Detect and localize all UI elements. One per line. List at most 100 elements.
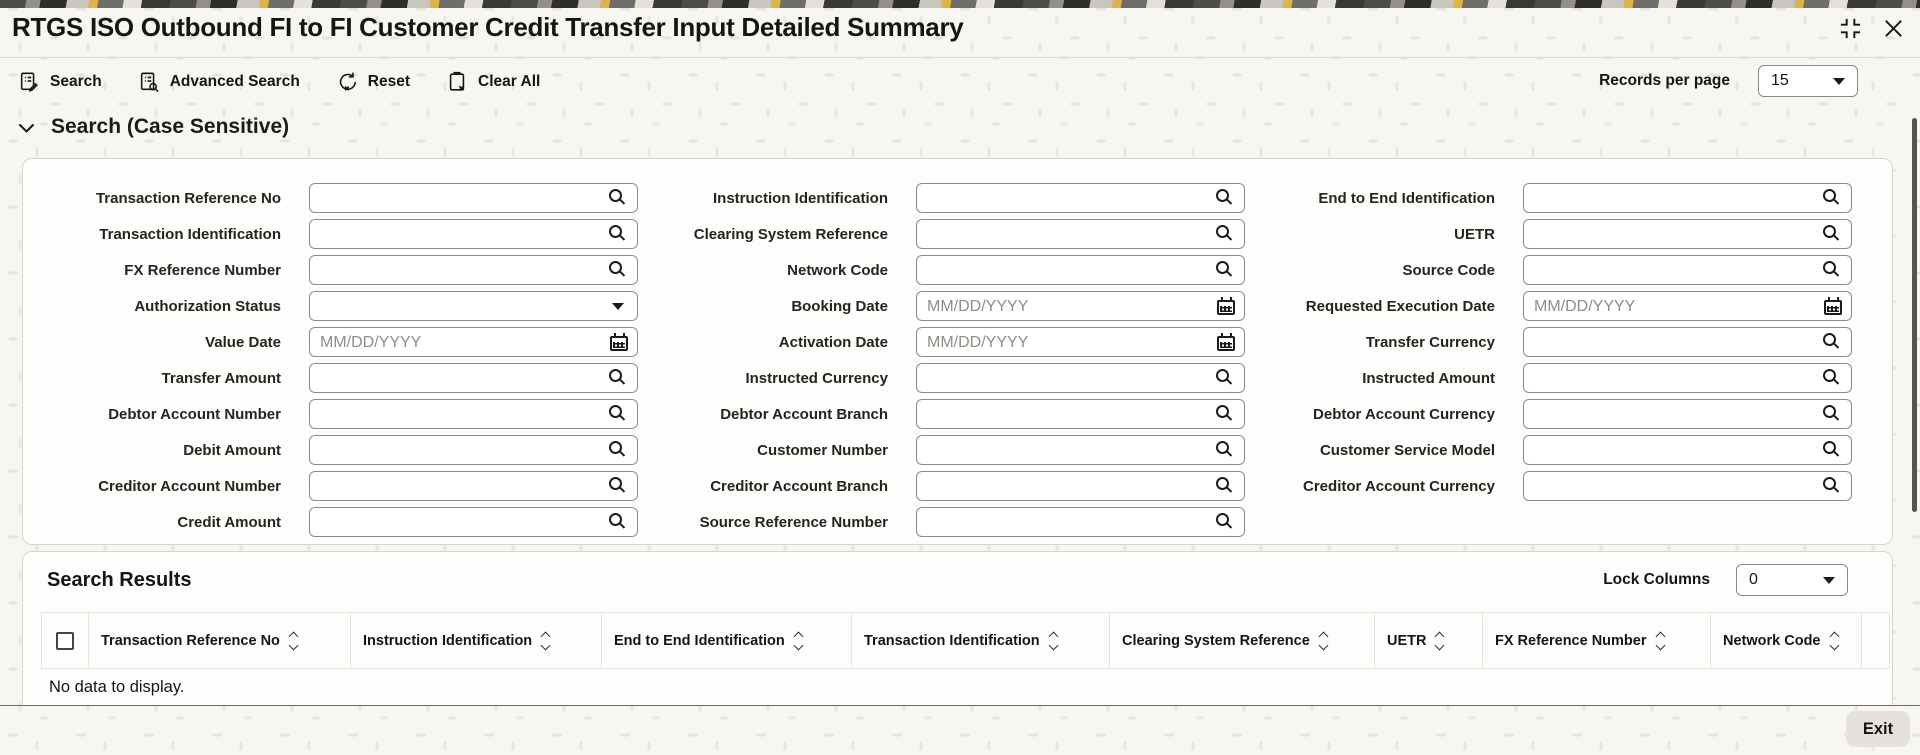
column-header-transaction-reference-no[interactable]: Transaction Reference No [89,613,351,668]
sort-icon[interactable] [1435,631,1445,650]
search-icon[interactable] [1216,225,1229,238]
sort-icon[interactable] [1655,631,1665,650]
booking-date-field[interactable] [916,291,1245,321]
activation-date-input[interactable] [917,328,1244,356]
reset-button[interactable]: Reset [336,71,410,93]
search-icon[interactable] [1216,189,1229,202]
search-icon[interactable] [1823,441,1836,454]
sort-icon[interactable] [1829,631,1839,650]
search-icon[interactable] [609,441,622,454]
search-icon[interactable] [609,405,622,418]
debtor-account-currency-input[interactable] [1524,400,1851,428]
close-icon[interactable] [1882,17,1905,40]
search-icon[interactable] [1823,261,1836,274]
transfer-amount-input[interactable] [310,364,637,392]
instruction-identification-field[interactable] [916,183,1245,213]
column-header-instruction-identification[interactable]: Instruction Identification [351,613,602,668]
value-date-field[interactable] [309,327,638,357]
customer-service-model-input[interactable] [1524,436,1851,464]
creditor-account-number-input[interactable] [310,472,637,500]
search-icon[interactable] [609,225,622,238]
end-to-end-identification-field[interactable] [1523,183,1852,213]
booking-date-input[interactable] [917,292,1244,320]
credit-amount-input[interactable] [310,508,637,536]
fx-reference-number-field[interactable] [309,255,638,285]
select-all-checkbox[interactable] [56,631,74,650]
search-icon[interactable] [1216,261,1229,274]
vertical-scrollbar[interactable] [1912,118,1917,512]
collapse-chevron-icon[interactable] [18,120,35,134]
column-header-network-code[interactable]: Network Code [1711,613,1862,668]
debtor-account-number-input[interactable] [310,400,637,428]
end-to-end-identification-input[interactable] [1524,184,1851,212]
search-icon[interactable] [1823,189,1836,202]
activation-date-field[interactable] [916,327,1245,357]
source-reference-number-input[interactable] [917,508,1244,536]
network-code-field[interactable] [916,255,1245,285]
network-code-input[interactable] [917,256,1244,284]
clear-all-button[interactable]: Clear All [446,71,540,93]
column-header-uetr[interactable]: UETR [1375,613,1483,668]
debit-amount-field[interactable] [309,435,638,465]
column-header-end-to-end-identification[interactable]: End to End Identification [602,613,852,668]
expand-icon[interactable] [1839,17,1862,40]
debtor-account-currency-field[interactable] [1523,399,1852,429]
lock-columns-select[interactable]: 0 [1736,564,1848,596]
search-icon[interactable] [1823,477,1836,490]
clearing-system-reference-field[interactable] [916,219,1245,249]
calendar-icon[interactable] [1217,333,1235,351]
debit-amount-input[interactable] [310,436,637,464]
transaction-identification-input[interactable] [310,220,637,248]
sort-icon[interactable] [793,631,804,650]
calendar-icon[interactable] [1217,297,1235,315]
transfer-amount-field[interactable] [309,363,638,393]
sort-icon[interactable] [540,631,551,650]
exit-button[interactable]: Exit [1846,711,1910,747]
source-code-input[interactable] [1524,256,1851,284]
transfer-currency-field[interactable] [1523,327,1852,357]
customer-service-model-field[interactable] [1523,435,1852,465]
calendar-icon[interactable] [1824,297,1842,315]
instruction-identification-input[interactable] [917,184,1244,212]
fx-reference-number-input[interactable] [310,256,637,284]
requested-execution-date-input[interactable] [1524,292,1851,320]
search-icon[interactable] [609,513,622,526]
search-icon[interactable] [1216,441,1229,454]
clearing-system-reference-input[interactable] [917,220,1244,248]
debtor-account-branch-field[interactable] [916,399,1245,429]
uetr-input[interactable] [1524,220,1851,248]
advanced-search-button[interactable]: Advanced Search [138,71,300,93]
customer-number-input[interactable] [917,436,1244,464]
instructed-currency-input[interactable] [917,364,1244,392]
value-date-input[interactable] [310,328,637,356]
requested-execution-date-field[interactable] [1523,291,1852,321]
creditor-account-branch-input[interactable] [917,472,1244,500]
search-icon[interactable] [1823,405,1836,418]
search-icon[interactable] [1823,369,1836,382]
transfer-currency-input[interactable] [1524,328,1851,356]
source-code-field[interactable] [1523,255,1852,285]
source-reference-number-field[interactable] [916,507,1245,537]
search-icon[interactable] [1216,369,1229,382]
search-icon[interactable] [609,369,622,382]
search-icon[interactable] [609,261,622,274]
column-header-transaction-identification[interactable]: Transaction Identification [852,613,1110,668]
search-icon[interactable] [1823,225,1836,238]
transaction-reference-no-field[interactable] [309,183,638,213]
transaction-identification-field[interactable] [309,219,638,249]
search-icon[interactable] [1216,513,1229,526]
creditor-account-branch-field[interactable] [916,471,1245,501]
creditor-account-currency-field[interactable] [1523,471,1852,501]
search-button[interactable]: Search [18,71,102,93]
search-icon[interactable] [609,189,622,202]
credit-amount-field[interactable] [309,507,638,537]
sort-icon[interactable] [288,631,299,650]
calendar-icon[interactable] [610,333,628,351]
records-per-page-select[interactable]: 15 [1758,65,1858,97]
sort-icon[interactable] [1318,631,1329,650]
transaction-reference-no-input[interactable] [310,184,637,212]
column-header-clearing-system-reference[interactable]: Clearing System Reference [1110,613,1375,668]
search-icon[interactable] [609,477,622,490]
instructed-amount-input[interactable] [1524,364,1851,392]
debtor-account-number-field[interactable] [309,399,638,429]
